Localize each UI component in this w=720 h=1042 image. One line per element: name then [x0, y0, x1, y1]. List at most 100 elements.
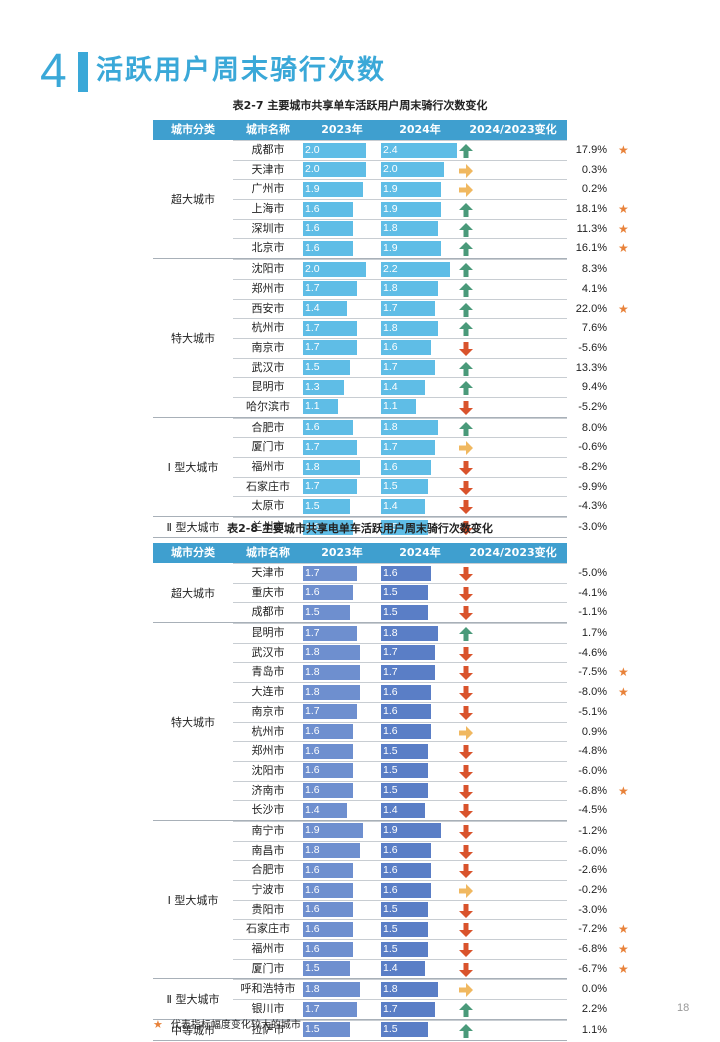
city-name: 郑州市 — [251, 744, 285, 758]
city-name: 石家庄市 — [246, 922, 290, 936]
trend-up-arrow-icon — [459, 380, 473, 396]
change-percent: -7.2% — [578, 923, 607, 936]
change-percent: 11.3% — [576, 222, 607, 235]
header-cell: 2024年 — [399, 546, 441, 559]
table-title-2-7: 表2-7 主要城市共享单车活跃用户周末骑行次数变化 — [232, 99, 488, 112]
change-percent: 18.1% — [575, 203, 607, 216]
trend-flat-arrow-icon — [459, 182, 473, 198]
trend-down-arrow-icon — [459, 764, 473, 779]
header-cell: 2024/2023变化 — [469, 123, 557, 136]
city-name: 成都市 — [251, 605, 285, 619]
value-2023-bar: 1.6 — [303, 763, 354, 779]
value-2023-bar: 1.3 — [303, 379, 344, 395]
value-2023-bar: 1.9 — [303, 181, 363, 197]
change-percent: -6.0% — [578, 764, 607, 777]
value-2023-bar: 1.7 — [303, 625, 357, 641]
table-row: 兰州市 1.6 1.5 -3.0% — [233, 517, 607, 537]
change-percent: -6.8% — [578, 943, 607, 956]
table-row: 成都市 1.5 1.5 -1.1% — [233, 602, 607, 622]
trend-up-arrow-icon — [459, 302, 473, 317]
value-2024-bar: 1.5 — [381, 1022, 429, 1038]
change-percent: 4.1% — [581, 282, 607, 295]
change-percent: -0.6% — [578, 441, 607, 454]
trend-down-arrow-icon — [459, 903, 473, 918]
value-2024-bar: 1.8 — [381, 221, 438, 237]
header-cell: 2024年 — [399, 123, 441, 136]
value-2023-bar: 1.7 — [303, 1001, 357, 1017]
change-percent: -6.8% — [578, 784, 607, 797]
trend-down-arrow-icon — [459, 844, 473, 859]
trend-up-arrow-icon — [459, 1002, 473, 1018]
city-name: 沈阳市 — [251, 262, 285, 276]
trend-up-arrow-icon — [459, 143, 473, 158]
trend-down-arrow-icon — [459, 665, 473, 681]
value-2024-bar: 1.8 — [381, 420, 438, 436]
group-label: 超大城市 — [171, 193, 215, 207]
table-row: 石家庄市 1.6 1.5 -7.2% ★ — [233, 919, 629, 939]
value-2023-bar: 1.5 — [303, 1022, 351, 1038]
table-2-8: 城市分类 城市名称 2023年 2024年 2024/2023变化 超大城市 天津市 1.7 1… — [153, 543, 629, 1041]
table-row: 杭州市 1.6 1.6 0.9% — [233, 721, 607, 742]
trend-down-arrow-icon — [459, 566, 473, 581]
table-2-7: 城市分类 城市名称 2023年 2024年 2024/2023变化 超大城市 成都市 2.0 2… — [153, 120, 629, 538]
trend-up-arrow-icon — [459, 222, 473, 237]
highlight-star-icon: ★ — [618, 301, 629, 316]
city-name: 上海市 — [251, 202, 285, 216]
table-row: 宁波市 1.6 1.6 -0.2% — [233, 880, 607, 900]
value-2023-bar: 1.5 — [303, 604, 351, 620]
value-2023-bar: 1.4 — [303, 802, 348, 818]
city-name: 济南市 — [251, 783, 285, 797]
table-row: 昆明市 1.7 1.8 1.7% — [233, 623, 607, 643]
value-2024-bar: 1.7 — [381, 645, 435, 661]
header-cell: 城市名称 — [246, 546, 290, 559]
city-name: 拉萨市 — [251, 1022, 285, 1036]
change-percent: -1.2% — [578, 824, 607, 837]
city-name: 南京市 — [251, 340, 285, 354]
table-row: 福州市 1.6 1.5 -6.8% ★ — [233, 939, 629, 959]
change-percent: 0.2% — [581, 183, 607, 196]
value-2023-bar: 1.7 — [303, 320, 357, 336]
table-row: 石家庄市 1.7 1.5 -9.9% — [233, 476, 607, 497]
highlight-star-icon: ★ — [618, 241, 629, 256]
group-label: 特大城市 — [171, 331, 215, 345]
header-cell: 2023年 — [321, 123, 363, 136]
value-2024-bar: 1.5 — [381, 783, 429, 799]
trend-up-arrow-icon — [459, 241, 473, 257]
trend-down-arrow-icon — [459, 942, 473, 958]
value-2024-bar: 2.4 — [381, 142, 457, 158]
city-name: 福州市 — [251, 942, 285, 956]
value-2024-bar: 1.5 — [381, 763, 429, 779]
table-row: 厦门市 1.7 1.7 -0.6% — [233, 437, 607, 457]
group-label: 超大城市 — [171, 586, 215, 600]
table-row: 深圳市 1.6 1.8 11.3% ★ — [233, 218, 629, 239]
city-group: Ⅱ 型大城市 呼和浩特市 1.8 1.8 0.0% 银川市 1.7 1.7 2.2% — [153, 979, 607, 1020]
value-2023-bar: 1.6 — [303, 585, 354, 601]
value-2024-bar: 1.9 — [381, 181, 441, 197]
trend-down-arrow-icon — [459, 685, 473, 701]
city-name: 昆明市 — [251, 626, 285, 640]
city-name: 太原市 — [251, 499, 285, 513]
value-2023-bar: 1.6 — [303, 882, 354, 898]
table-row: 南京市 1.7 1.6 -5.6% — [233, 337, 607, 358]
header-cell: 城市分类 — [171, 546, 215, 559]
table-row: 福州市 1.8 1.6 -8.2% — [233, 457, 607, 477]
change-percent: -1.1% — [578, 606, 607, 619]
value-2024-bar: 1.6 — [381, 459, 432, 475]
value-2023-bar: 1.6 — [303, 201, 354, 217]
group-label: Ⅱ 型大城市 — [166, 520, 220, 534]
value-2024-bar: 1.6 — [381, 565, 432, 581]
table-row: 贵阳市 1.6 1.5 -3.0% — [233, 899, 607, 920]
change-percent: -4.5% — [578, 804, 607, 817]
highlight-star-icon: ★ — [618, 942, 629, 957]
value-2023-bar: 1.7 — [303, 281, 357, 297]
change-percent: 7.6% — [581, 322, 607, 335]
value-2024-bar: 1.4 — [381, 498, 426, 514]
value-2024-bar: 1.7 — [381, 439, 435, 455]
highlight-star-icon: ★ — [618, 685, 629, 700]
table-title-2-8: 表2-8 主要城市共享电单车活跃用户周末骑行次数变化 — [227, 522, 493, 535]
value-2024-bar: 1.9 — [381, 823, 441, 839]
value-2023-bar: 1.6 — [303, 240, 354, 256]
value-2024-bar: 1.6 — [381, 724, 432, 739]
table-row: 昆明市 1.3 1.4 9.4% — [233, 377, 607, 397]
table-row: 天津市 1.7 1.6 -5.0% — [233, 563, 607, 583]
